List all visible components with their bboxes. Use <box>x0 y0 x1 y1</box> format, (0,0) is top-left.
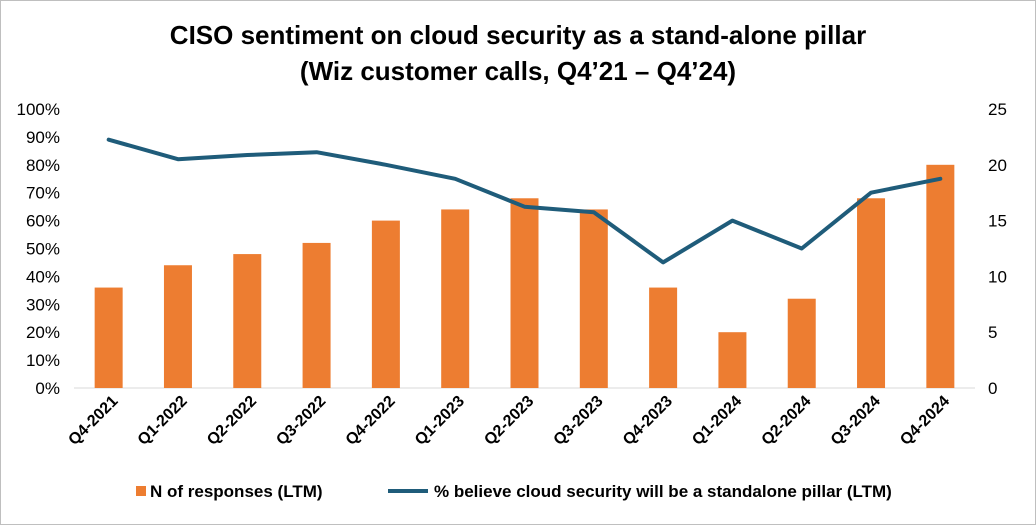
bar <box>649 287 678 388</box>
bar <box>579 209 608 388</box>
bar <box>857 198 886 388</box>
left-y-tick: 70% <box>26 184 60 203</box>
x-tick: Q2-2024 <box>759 393 815 449</box>
x-axis-ticks: Q4-2021 Q1-2022 Q2-2022 Q3-2022 Q4-2022 Q1-20… <box>65 393 953 449</box>
x-tick: Q3-2023 <box>551 393 607 449</box>
bar <box>163 265 192 388</box>
bar <box>94 287 123 388</box>
bar <box>718 332 747 388</box>
x-tick: Q4-2024 <box>897 393 953 449</box>
x-tick: Q2-2022 <box>204 393 260 449</box>
right-y-tick: 10 <box>988 267 1007 286</box>
chart-title: CISO sentiment on cloud security as a st… <box>169 20 867 50</box>
bar <box>371 220 400 388</box>
left-y-tick: 40% <box>26 267 60 286</box>
left-y-tick: 30% <box>26 295 60 314</box>
left-y-tick: 10% <box>26 351 60 370</box>
x-tick: Q3-2024 <box>828 393 884 449</box>
right-y-tick: 20 <box>988 156 1007 175</box>
x-tick: Q4-2022 <box>343 393 399 449</box>
x-tick: Q4-2023 <box>620 393 676 449</box>
legend-bar-swatch <box>136 486 146 496</box>
left-y-tick: 20% <box>26 323 60 342</box>
bar-series <box>94 164 955 388</box>
chart-subtitle: (Wiz customer calls, Q4’21 – Q4’24) <box>299 56 737 86</box>
x-tick: Q1-2024 <box>689 393 745 449</box>
right-y-tick: 5 <box>988 323 997 342</box>
x-tick: Q3-2022 <box>273 393 329 449</box>
right-y-tick: 15 <box>988 212 1007 231</box>
left-y-tick: 100% <box>17 100 60 119</box>
bar <box>233 254 262 388</box>
x-tick: Q2-2023 <box>481 393 537 449</box>
left-y-axis: 0% 10% 20% 30% 40% 50% 60% 70% 80% 90% 100% <box>17 100 60 398</box>
line-series <box>106 137 943 265</box>
left-y-tick: 0% <box>35 379 60 398</box>
left-y-tick: 60% <box>26 212 60 231</box>
legend: N of responses (LTM) % believe cloud sec… <box>136 482 892 501</box>
bar <box>926 164 955 388</box>
right-y-axis: 0 5 10 15 20 25 <box>988 100 1007 398</box>
x-tick: Q4-2021 <box>65 393 121 449</box>
right-y-tick: 25 <box>988 100 1007 119</box>
x-tick: Q1-2023 <box>412 393 468 449</box>
bar <box>510 198 539 388</box>
bar <box>787 298 816 388</box>
legend-line-label: % believe cloud security will be a stand… <box>434 482 892 501</box>
series-line <box>106 137 943 265</box>
left-y-tick: 90% <box>26 128 60 147</box>
right-y-tick: 0 <box>988 379 997 398</box>
left-y-tick: 50% <box>26 240 60 259</box>
x-tick: Q1-2022 <box>135 393 191 449</box>
left-y-tick: 80% <box>26 156 60 175</box>
bar <box>302 242 331 388</box>
legend-bar-label: N of responses (LTM) <box>150 482 323 501</box>
bar <box>441 209 470 388</box>
